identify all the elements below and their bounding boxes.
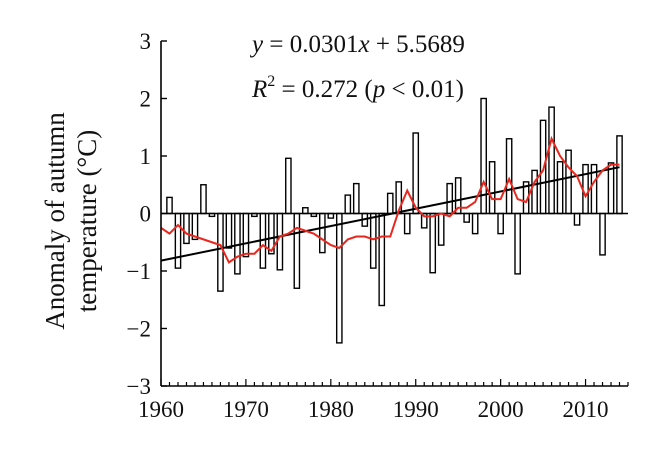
bar-1975 (285, 157, 292, 215)
bar-1997 (471, 212, 479, 235)
bar-1963 (183, 212, 190, 245)
bar-1986 (378, 212, 386, 307)
bar-2000 (497, 212, 504, 235)
bar-1961 (166, 196, 173, 215)
bar-2013 (607, 162, 615, 215)
bar-1970 (242, 212, 250, 258)
equation-x: x (357, 31, 369, 58)
x-tick-label: 1970 (223, 397, 269, 422)
y-axis-title: Anomaly of autumn temperature (°C) (40, 112, 102, 330)
bar-1989 (403, 212, 411, 235)
bar-2002 (514, 212, 521, 275)
bar-2007 (556, 161, 564, 215)
y-tick-label: 3 (140, 29, 152, 54)
p-symbol: p (371, 76, 386, 103)
bar-1990 (412, 132, 420, 215)
plot-area (160, 97, 628, 344)
bar-2001 (505, 138, 513, 215)
r2-r: R (251, 76, 267, 103)
x-tick-label: 1980 (308, 397, 354, 422)
bar-2008 (565, 149, 572, 215)
bar-1992 (429, 212, 437, 274)
bar-1977 (302, 207, 309, 215)
bar-1999 (488, 161, 496, 215)
y-tick-label: 1 (140, 144, 152, 169)
bar-1979 (319, 212, 326, 254)
smoothed-anomaly-line (160, 135, 620, 264)
bar-2004 (531, 169, 538, 215)
bar-1965 (200, 184, 207, 215)
y-tick-label: −1 (127, 259, 151, 284)
y-axis-title-line2: temperature (°C) (72, 130, 102, 312)
bar-1983 (352, 182, 360, 215)
y-tick-label: −3 (127, 374, 151, 399)
x-tick-label: 1990 (393, 397, 439, 422)
bar-1974 (276, 212, 284, 271)
y-axis-title-line1: Anomaly of autumn (40, 112, 70, 330)
x-tick-label: 2010 (563, 397, 609, 422)
bar-1962 (174, 212, 182, 269)
bar-1976 (293, 212, 301, 289)
bar-1981 (335, 212, 343, 344)
y-tick-label: 0 (140, 202, 152, 227)
bar-1994 (446, 182, 454, 215)
bar-2006 (548, 106, 555, 215)
y-tick-label: 2 (140, 87, 152, 112)
bar-1993 (437, 212, 445, 246)
r2-superscript: 2 (267, 73, 275, 90)
y-tick-label: −2 (127, 317, 151, 342)
equation-coef: = 0.0301 (263, 31, 358, 58)
bar-1982 (344, 194, 352, 215)
bar-2014 (616, 135, 623, 215)
r-squared-annotation: R2 = 0.272 (p < 0.01) (251, 73, 464, 103)
bar-2009 (573, 212, 581, 226)
equation-y: y (249, 31, 264, 58)
bar-2012 (599, 212, 606, 256)
bar-1967 (217, 212, 224, 292)
linear-trend-line (160, 166, 620, 262)
bar-1996 (463, 212, 471, 223)
x-tick-label: 1960 (138, 397, 184, 422)
x-tick-label: 2000 (478, 397, 524, 422)
r2-value: = 0.272 ( (275, 76, 372, 103)
bar-1987 (386, 192, 394, 215)
equation-intercept: + 5.5689 (370, 31, 465, 58)
bar-1968 (225, 212, 233, 249)
bar-1985 (369, 212, 377, 269)
bar-2010 (582, 163, 589, 215)
axes: −3 −2 −1 0 1 2 3 1960 1970 1980 1990 2000 2010 (127, 29, 629, 422)
regression-equation: y = 0.0301x + 5.5689 (249, 31, 465, 58)
p-threshold: < 0.01) (385, 76, 464, 103)
